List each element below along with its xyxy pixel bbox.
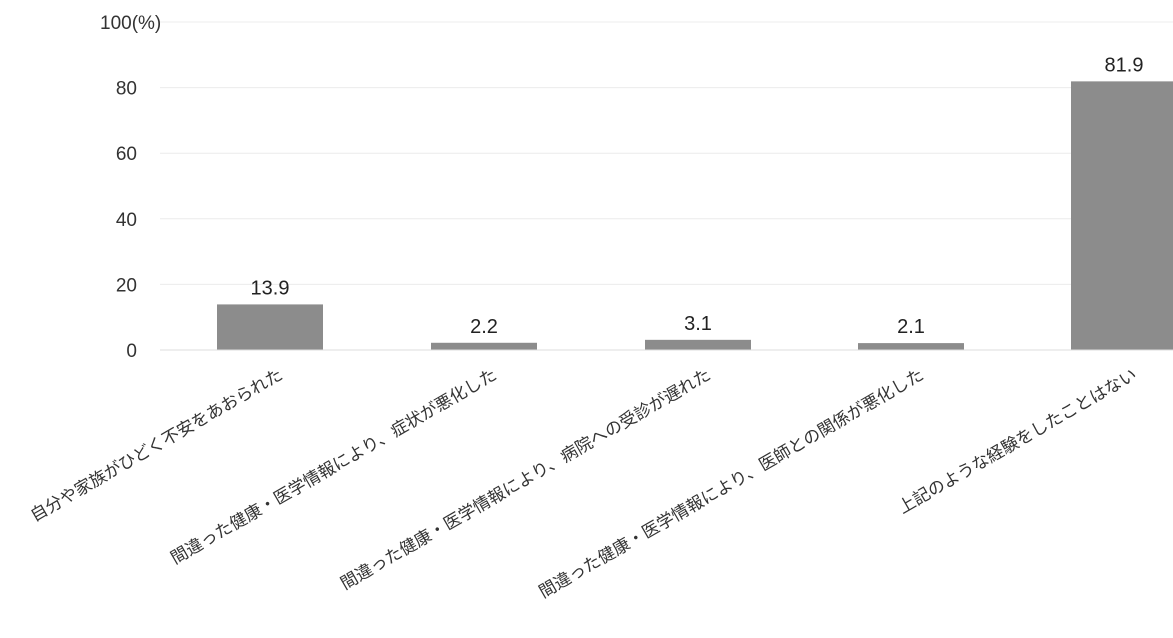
x-tick-label: 上記のような経験をしたことはない: [895, 365, 1141, 518]
x-tick-label: 間違った健康・医学情報により、症状が悪化した: [167, 365, 500, 569]
y-tick-label: 80: [116, 79, 137, 100]
bar: [858, 343, 964, 350]
data-label: 2.1: [897, 316, 925, 338]
data-label: 81.9: [1105, 54, 1144, 76]
x-tick-label: 間違った健康・医学情報により、医師との関係が悪化した: [536, 365, 928, 603]
data-label: 13.9: [251, 277, 290, 299]
y-tick-label: 0: [126, 341, 137, 362]
y-tick-label: 20: [116, 275, 137, 296]
y-tick-label: 40: [116, 210, 137, 231]
bars: 13.9 2.2 3.1 2.1 81.9: [217, 54, 1173, 351]
bar: [1071, 81, 1173, 351]
y-axis: 0 20 40 60 80 100(%): [100, 13, 161, 362]
x-axis: 自分や家族がひどく不安をあおられた間違った健康・医学情報により、症状が悪化した間…: [27, 349, 1173, 603]
data-label: 3.1: [684, 313, 712, 335]
gridlines: [160, 21, 1173, 285]
y-tick-label-with-unit: 100(%): [100, 13, 161, 34]
data-label: 2.2: [470, 316, 498, 338]
bar: [217, 304, 323, 350]
y-tick-label: 60: [116, 144, 137, 165]
bar: [431, 342, 537, 350]
x-tick-label: 間違った健康・医学情報により、病院への受診が遅れた: [337, 365, 714, 594]
bar: [645, 339, 751, 350]
x-tick-label: 自分や家族がひどく不安をあおられた: [27, 365, 286, 526]
